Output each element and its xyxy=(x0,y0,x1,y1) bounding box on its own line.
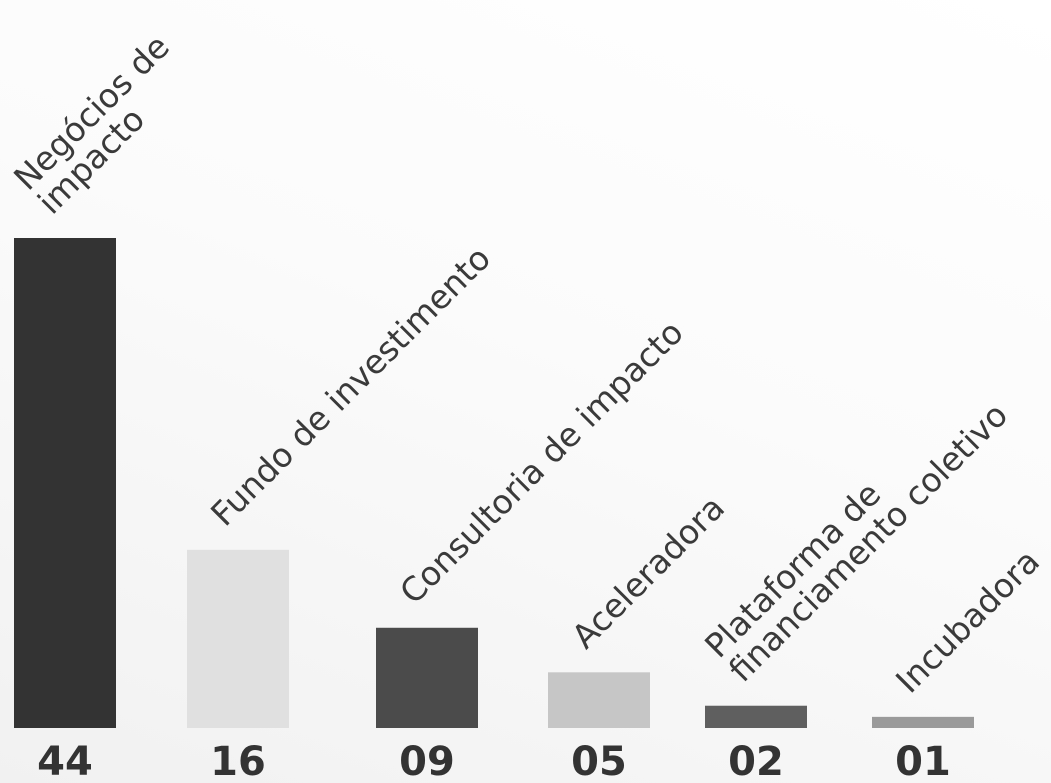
bar-5 xyxy=(872,716,974,728)
category-label-0: Negócios deimpacto xyxy=(6,27,201,222)
value-label-4: 02 xyxy=(728,739,784,783)
bar-3 xyxy=(548,672,650,728)
category-label-1: Fundo de investimento xyxy=(203,239,498,534)
bar-1 xyxy=(187,549,289,728)
bar-0 xyxy=(14,238,116,728)
value-label-1: 16 xyxy=(210,739,266,783)
bars-group xyxy=(14,238,974,728)
bar-4 xyxy=(705,705,807,728)
category-label-line: Fundo de investimento xyxy=(203,239,498,534)
value-label-2: 09 xyxy=(399,739,455,783)
value-label-5: 01 xyxy=(895,739,951,783)
value-label-0: 44 xyxy=(37,739,93,783)
value-label-3: 05 xyxy=(571,739,627,783)
bar-2 xyxy=(376,627,478,728)
category-label-line: Incubadora xyxy=(888,542,1047,701)
value-labels-group: 44 16 09 05 02 01 xyxy=(37,739,951,783)
category-label-line: financiamento coletivo xyxy=(721,395,1015,689)
category-label-5: Incubadora xyxy=(888,542,1047,701)
